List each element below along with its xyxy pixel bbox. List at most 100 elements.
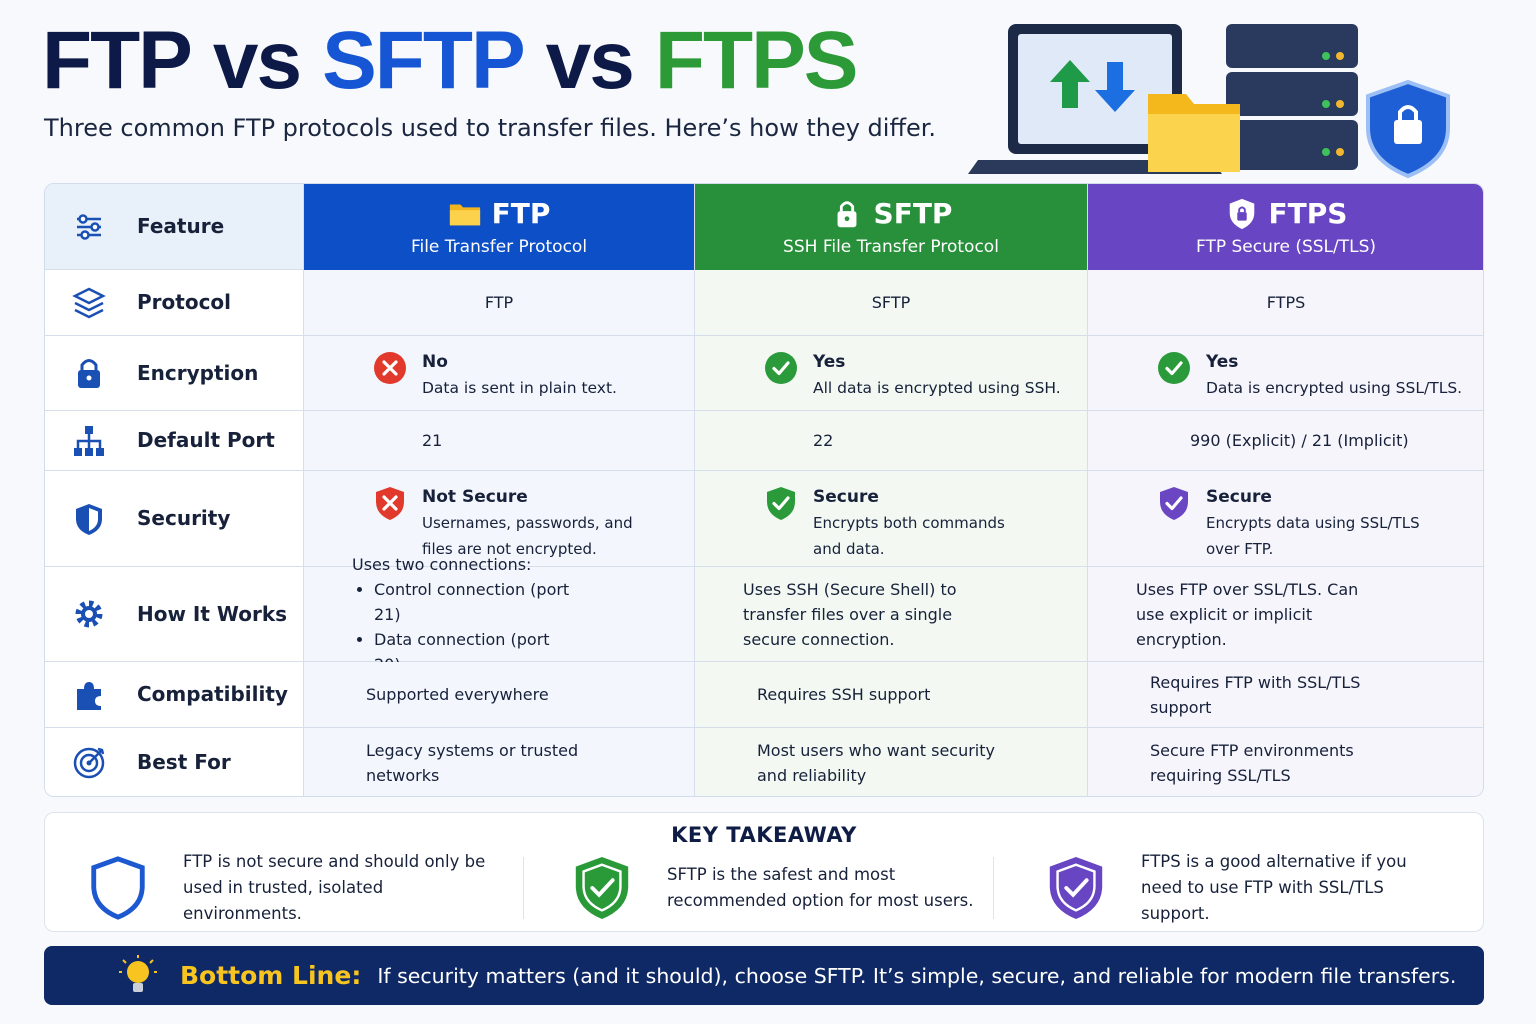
cell-text: 990 (Explicit) / 21 (Implicit) <box>1190 431 1409 450</box>
server <box>1226 24 1358 68</box>
table-cell: Requires SSH support <box>695 662 1088 728</box>
table-cell: Secure FTP environments requiring SSL/TL… <box>1088 728 1483 796</box>
bullet-list: Control connection (port 21)Data connect… <box>352 577 577 677</box>
icon-shape <box>1165 496 1183 511</box>
icon-shape <box>96 447 104 456</box>
cell-content: Requires SSH support <box>757 682 930 707</box>
feature-cell: Protocol <box>45 270 304 336</box>
icon-shape <box>844 216 849 222</box>
table-cell: Not Secure Usernames, passwords, and file… <box>304 471 695 567</box>
feature-header: Feature <box>45 184 304 270</box>
status-icon <box>374 352 406 384</box>
cell-text: Requires FTP with SSL/TLS support <box>1150 672 1361 717</box>
status-icon <box>765 352 797 384</box>
feature-cell: Best For <box>45 728 304 796</box>
feature-cell: Compatibility <box>45 662 304 728</box>
icon-shape <box>765 352 797 384</box>
icon-shape <box>1237 206 1246 213</box>
icon-shape <box>75 600 103 628</box>
table-cell: FTP <box>304 270 695 336</box>
arrow-up <box>1050 60 1090 108</box>
title-part: FTP <box>42 15 193 106</box>
led <box>1322 100 1330 108</box>
table-cell: Most users who want security and reliabi… <box>695 728 1088 796</box>
title-part: SFTP <box>322 15 526 106</box>
feature-cell: Security <box>45 471 304 567</box>
feature-label: Compatibility <box>137 682 288 706</box>
feature-label: Best For <box>137 750 231 774</box>
icon-shape <box>1160 487 1188 520</box>
cell-text: Requires SSH support <box>757 685 931 704</box>
feature-icon <box>78 359 100 388</box>
cell-content: FTP <box>485 290 513 315</box>
icon-shape <box>89 507 98 531</box>
status-label: Secure <box>1206 487 1272 507</box>
cell-content: FTPS <box>1267 290 1306 315</box>
table-cell: Yes All data is encrypted using SSH. <box>695 336 1088 411</box>
takeaway-item: SFTP is the safest and most recommended … <box>573 853 977 923</box>
cell-text: Supported everywhere <box>366 685 549 704</box>
icon-shape <box>772 496 790 511</box>
column-name: FTP <box>491 197 551 230</box>
status-icon <box>1158 352 1190 384</box>
takeaway-icon <box>91 856 145 920</box>
divider <box>993 857 994 919</box>
cell-content: Uses two connections: Control connection … <box>352 552 577 677</box>
illustration <box>968 24 1450 179</box>
takeaway-item: FTPS is a good alternative if you need t… <box>1047 852 1451 923</box>
feature-icon <box>76 503 102 535</box>
divider <box>523 857 524 919</box>
cell-content: Secure Encrypts data using SSL/TLS over F… <box>1206 485 1421 562</box>
icon-shape <box>1165 361 1183 376</box>
feature-icon <box>77 213 101 240</box>
icon-shape <box>80 229 90 240</box>
icon-shape <box>133 982 143 992</box>
table-cell: Secure Encrypts data using SSL/TLS over F… <box>1088 471 1483 567</box>
status-icon <box>1160 487 1188 520</box>
column-icon <box>449 204 480 226</box>
cell-text: Uses two connections: <box>352 554 532 574</box>
feature-label: Security <box>137 506 231 530</box>
bottom-line: Bottom Line: If security matters (and it… <box>44 946 1484 1005</box>
cell-content: Requires FTP with SSL/TLS support <box>1150 670 1400 720</box>
cell-content: Secure Encrypts both commands and data. <box>813 485 1028 562</box>
icon-shape <box>79 753 99 772</box>
feature-icon <box>77 681 101 710</box>
table-cell: Uses two connections: Control connection … <box>304 555 695 674</box>
takeaway-title: KEY TAKEAWAY <box>671 823 857 847</box>
icon-shape <box>119 954 157 973</box>
cell-text: Most users who want security and reliabi… <box>757 740 995 785</box>
lock-shackle <box>1398 105 1418 120</box>
cell-text: SFTP <box>871 293 911 312</box>
icon-shape <box>1064 878 1089 898</box>
column-header: FTPS FTP Secure (SSL/TLS) <box>1088 184 1483 270</box>
icon-shape <box>85 447 93 456</box>
column-name-row: SFTP <box>830 197 952 231</box>
title-part: vs <box>212 15 302 106</box>
cell-text: Uses FTP over SSL/TLS. Can use explicit … <box>1136 579 1359 649</box>
column-header: SFTP SSH File Transfer Protocol <box>695 184 1088 270</box>
cell-content: Secure FTP environments requiring SSL/TL… <box>1150 738 1400 788</box>
feature-label: How It Works <box>137 601 288 626</box>
status-detail: All data is encrypted using SSH. <box>813 379 1061 397</box>
subtitle: Three common FTP protocols used to trans… <box>44 114 937 142</box>
cell-text: FTPS <box>1266 293 1306 312</box>
takeaway-text: SFTP is the safest and most recommended … <box>667 865 974 910</box>
icon-shape <box>1236 212 1247 221</box>
bottom-line-text: If security matters (and it should), cho… <box>377 963 1457 988</box>
column-subtitle: SSH File Transfer Protocol <box>783 237 999 257</box>
icon-shape <box>76 433 102 448</box>
icon-shape <box>772 361 790 376</box>
icon-shape <box>1056 863 1096 912</box>
bulb-icon <box>119 954 157 992</box>
takeaway-icon <box>575 856 629 920</box>
feature-label: Encryption <box>137 360 259 385</box>
cell-content: Legacy systems or trusted networks <box>366 738 616 788</box>
table-cell: Uses SSH (Secure Shell) to transfer file… <box>695 567 1088 662</box>
column-name: FTPS <box>1268 197 1348 230</box>
feature-icon <box>75 600 103 628</box>
feature-cell: Encryption <box>45 336 304 411</box>
table-cell: Uses FTP over SSL/TLS. Can use explicit … <box>1088 567 1483 662</box>
title: FTP vs SFTP vs FTPS <box>42 14 878 108</box>
